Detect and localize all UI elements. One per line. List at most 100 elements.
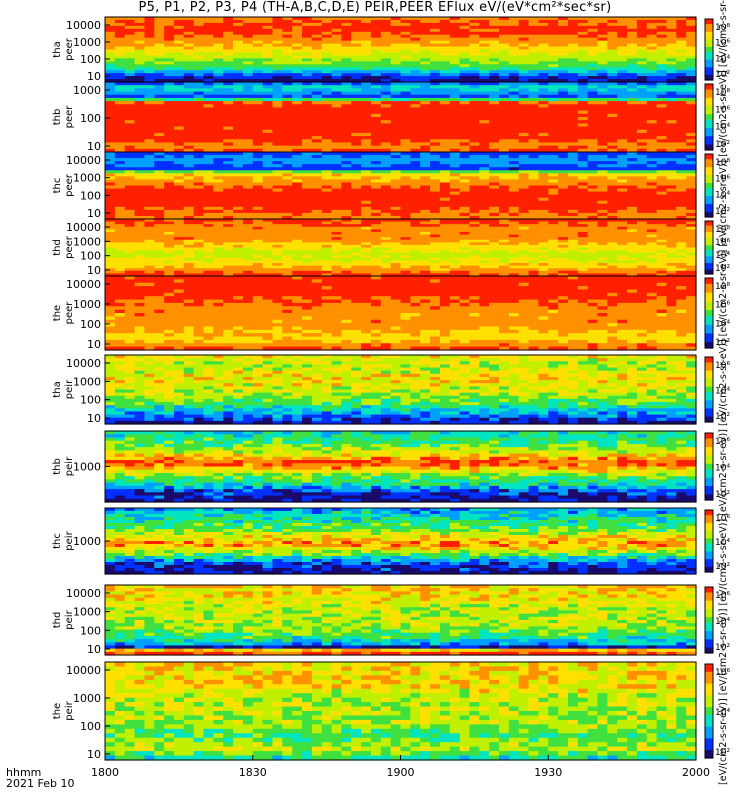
heatmap-cell	[469, 161, 480, 165]
heatmap-cell	[223, 212, 234, 217]
heatmap-cell	[173, 224, 185, 228]
heatmap-cell	[262, 200, 274, 205]
heatmap-cell	[183, 132, 195, 137]
heatmap-cell	[430, 79, 441, 83]
heatmap-cell	[627, 194, 638, 199]
heatmap-cell	[183, 113, 195, 118]
heatmap-cell	[479, 206, 490, 211]
heatmap-cell	[341, 250, 352, 254]
heatmap-cell	[499, 247, 510, 251]
heatmap-cell	[213, 52, 224, 56]
heatmap-cell	[331, 247, 342, 251]
heatmap-cell	[105, 244, 116, 249]
heatmap-cell	[203, 194, 214, 199]
heatmap-cell	[252, 97, 264, 102]
heatmap-cell	[548, 91, 559, 96]
heatmap-cell	[105, 231, 116, 236]
heatmap-cell	[499, 176, 510, 181]
heatmap-cell	[508, 76, 520, 80]
heatmap-cell	[587, 142, 599, 147]
heatmap-cell	[430, 139, 441, 144]
heatmap-cell	[469, 229, 480, 233]
heatmap-cell	[105, 61, 116, 65]
heatmap-cell	[636, 64, 648, 68]
heatmap-cell	[686, 120, 697, 124]
heatmap-cell	[666, 226, 677, 230]
heatmap-cell	[499, 206, 510, 211]
heatmap-cell	[538, 164, 549, 168]
heatmap-cell	[528, 94, 539, 99]
heatmap-cell	[489, 22, 500, 27]
heatmap-cell	[154, 19, 165, 24]
heatmap-cell	[351, 79, 362, 83]
heatmap-cell	[567, 226, 579, 230]
heatmap-cell	[469, 226, 480, 230]
heatmap-cell	[499, 73, 510, 77]
heatmap-cell	[164, 22, 175, 27]
heatmap-cell	[213, 113, 224, 118]
heatmap-cell	[479, 182, 490, 187]
heatmap-cell	[361, 194, 372, 199]
heatmap-cell	[400, 250, 411, 254]
heatmap-cell	[370, 88, 382, 93]
heatmap-cell	[144, 58, 155, 62]
heatmap-cell	[311, 136, 323, 140]
heatmap-cell	[311, 170, 323, 174]
heatmap-cell	[242, 167, 254, 171]
heatmap-cell	[400, 28, 411, 33]
heatmap-cell	[587, 231, 599, 236]
heatmap-cell	[272, 110, 283, 115]
heatmap-cell	[262, 94, 274, 99]
heatmap-cell	[311, 197, 323, 202]
heatmap-cell	[420, 145, 431, 150]
heatmap-cell	[302, 229, 313, 233]
heatmap-cell	[499, 250, 510, 254]
heatmap-cell	[252, 73, 264, 77]
heatmap-cell	[134, 113, 145, 118]
heatmap-cell	[676, 145, 687, 150]
heatmap-cell	[361, 255, 372, 259]
heatmap-cell	[321, 155, 333, 159]
heatmap-cell	[420, 61, 431, 65]
heatmap-cell	[233, 247, 244, 251]
heatmap-cell	[223, 37, 234, 42]
heatmap-cell	[528, 107, 539, 112]
heatmap-cell	[262, 136, 274, 140]
heatmap-cell	[410, 85, 421, 89]
heatmap-cell	[410, 152, 421, 156]
heatmap-cell	[105, 110, 116, 115]
heatmap-cell	[607, 64, 618, 68]
heatmap-cell	[400, 37, 411, 42]
heatmap-cell	[528, 136, 539, 140]
heatmap-cell	[233, 110, 244, 115]
heatmap-cell	[272, 239, 283, 243]
heatmap-cell	[380, 152, 392, 156]
heatmap-cell	[646, 152, 658, 156]
heatmap-cell	[311, 64, 323, 68]
heatmap-cell	[439, 167, 451, 171]
heatmap-cell	[242, 117, 254, 121]
heatmap-cell	[410, 155, 421, 159]
heatmap-cell	[321, 242, 333, 246]
heatmap-cell	[124, 126, 136, 131]
heatmap-cell	[233, 158, 244, 162]
heatmap-cell	[597, 197, 608, 202]
heatmap-cell	[469, 107, 480, 112]
heatmap-cell	[439, 234, 451, 238]
heatmap-cell	[400, 120, 411, 124]
heatmap-cell	[439, 231, 451, 236]
heatmap-cell	[134, 257, 145, 262]
heatmap-cell	[666, 49, 677, 54]
heatmap-cell	[617, 123, 628, 128]
heatmap-cell	[518, 145, 530, 150]
heatmap-cell	[105, 22, 116, 27]
heatmap-cell	[114, 126, 126, 131]
heatmap-cell	[252, 209, 264, 214]
heatmap-cell	[154, 209, 165, 214]
heatmap-cell	[321, 94, 333, 99]
heatmap-cell	[617, 88, 628, 93]
heatmap-cell	[410, 247, 421, 251]
heatmap-cell	[252, 17, 264, 21]
heatmap-cell	[134, 67, 145, 71]
heatmap-cell	[607, 88, 618, 93]
